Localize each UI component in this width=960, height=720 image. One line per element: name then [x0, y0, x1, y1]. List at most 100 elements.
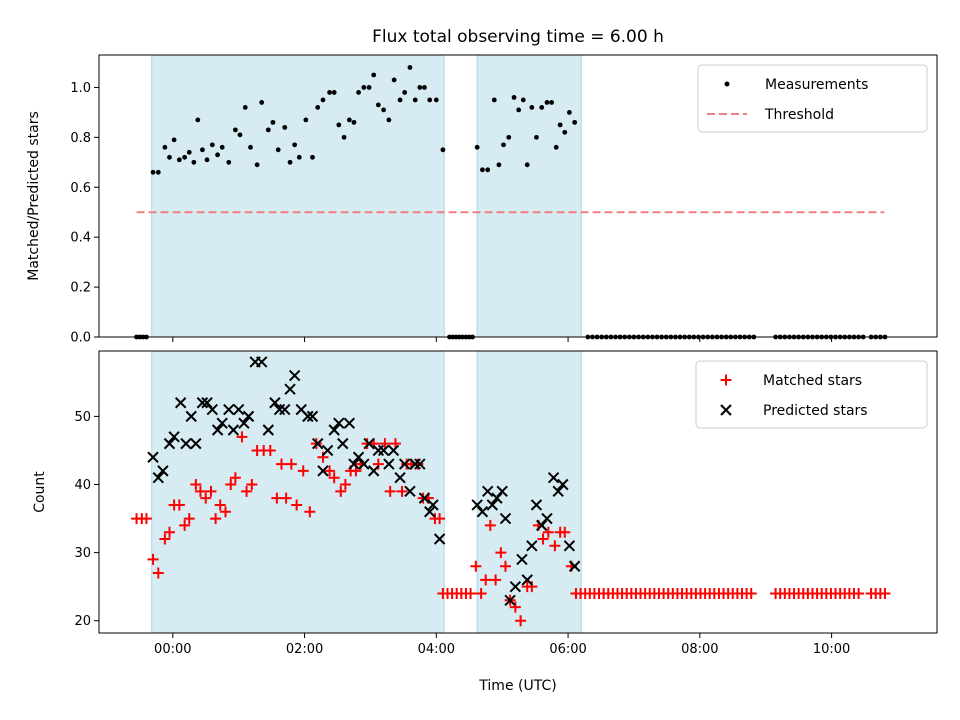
predicted-star-point: [190, 437, 202, 450]
measurement-point: [237, 132, 243, 138]
bottom-ylabel: Count: [32, 471, 48, 513]
top-ytick-label: 0.2: [70, 281, 91, 296]
matched-star-point: [285, 458, 297, 470]
predicted-star-point: [541, 512, 553, 525]
measurement-point: [433, 97, 439, 103]
measurement-point: [292, 142, 298, 148]
matched-star-point: [229, 472, 241, 484]
matched-star-point: [210, 513, 222, 525]
predicted-star-point: [358, 458, 370, 470]
matched-star-point: [372, 458, 384, 470]
measurement-point: [315, 105, 321, 110]
predicted-star-point: [383, 458, 395, 470]
top-ytick-label: 1.0: [70, 81, 91, 96]
predicted-star-point: [152, 471, 164, 484]
matched-star-point: [379, 438, 391, 450]
matched-star-point: [236, 431, 248, 443]
measurement-point: [242, 105, 248, 110]
matched-star-point: [159, 533, 171, 545]
measurement-point: [485, 167, 491, 173]
matched-star-point: [173, 499, 185, 511]
measurement-point: [259, 100, 265, 105]
measurement-point: [412, 97, 418, 103]
measurement-point: [520, 97, 526, 103]
measurement-point: [422, 85, 427, 90]
predicted-star-point: [394, 471, 406, 484]
measurement-point: [557, 122, 563, 128]
bottom-ticks: 00:00 02:00 04:00 06:00 08:00 10:00 20 30 40 50: [74, 410, 850, 657]
measurement-point: [186, 149, 192, 155]
matched-star-point: [434, 513, 446, 525]
predicted-star-point: [337, 437, 349, 450]
measurement-point: [195, 117, 201, 123]
predicted-star-point: [526, 540, 538, 552]
predicted-star-point: [547, 471, 560, 484]
measurement-point: [336, 122, 342, 128]
predicted-star-point: [201, 397, 213, 409]
predicted-star-point: [433, 533, 446, 545]
matched-star-point: [179, 519, 191, 531]
measurement-point: [226, 159, 232, 165]
top-shaded-interval-1: [151, 54, 445, 338]
bottom-xtick-label: 08:00: [681, 642, 718, 657]
measurement-point: [209, 142, 215, 148]
predicted-star-point: [491, 492, 503, 504]
predicted-star-point: [363, 437, 375, 450]
predicted-star-point: [427, 499, 439, 511]
matched-star-point: [484, 519, 496, 531]
legend-matched-label: Matched stars: [763, 373, 862, 389]
predicted-star-point: [168, 431, 180, 443]
measurement-point: [331, 90, 337, 95]
matched-star-point: [509, 601, 521, 613]
matched-star-point: [853, 587, 865, 599]
predicted-star-point: [185, 410, 197, 423]
measurement-point: [346, 117, 352, 123]
bottom-legend-box: [695, 360, 928, 429]
predicted-star-point: [398, 458, 411, 470]
matched-star-point: [465, 587, 477, 599]
predicted-star-point: [242, 410, 255, 423]
bottom-xtick-label: 10:00: [813, 642, 850, 657]
predicted-star-point: [568, 560, 581, 572]
measurement-point: [562, 129, 568, 135]
predicted-star-point: [343, 417, 356, 429]
measurement-point: [427, 97, 433, 103]
measurement-point: [204, 157, 210, 163]
top-ylabel: Matched/Predicted stars: [26, 111, 42, 281]
matched-star-point: [537, 533, 549, 545]
predicted-star-point: [424, 506, 436, 518]
predicted-star-point: [509, 580, 522, 593]
matched-star-point: [214, 499, 226, 511]
measurement-point: [155, 169, 161, 175]
measurement-point: [351, 119, 357, 125]
bottom-xtick-label: 00:00: [154, 642, 191, 657]
top-ytick-label: 0.8: [70, 131, 91, 146]
bottom-ytick-label: 20: [74, 614, 91, 629]
predicted-star-point: [471, 499, 483, 511]
measurement-point: [417, 85, 423, 90]
matched-star-point: [194, 485, 206, 497]
predicted-star-point: [348, 458, 360, 470]
measurement-point: [182, 154, 188, 160]
legend-matched-marker: [720, 374, 732, 386]
legend-predicted-marker: [720, 404, 732, 416]
predicted-star-point: [216, 417, 228, 429]
top-ticks: 0.0 0.2 0.4 0.6 0.8 1.0: [70, 81, 833, 346]
matched-star-point: [526, 581, 538, 593]
measurement-point: [341, 134, 347, 140]
measurement-point: [516, 107, 522, 113]
measurement-point: [375, 102, 381, 108]
predicted-star-point: [227, 424, 240, 436]
measurement-point: [167, 154, 172, 160]
matched-star-point: [396, 485, 408, 497]
predicted-star-point: [504, 594, 516, 607]
predicted-star-point: [174, 397, 187, 409]
predicted-star-point: [238, 417, 250, 429]
legend-predicted-label: Predicted stars: [763, 403, 868, 419]
predicted-star-point: [302, 410, 314, 423]
predicted-star-point: [163, 437, 176, 450]
measurement-point: [539, 105, 545, 110]
predicted-star-point: [476, 506, 489, 518]
measurement-point: [549, 100, 554, 105]
